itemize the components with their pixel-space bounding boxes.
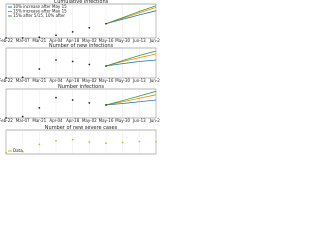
x-tick-label: Mar-21 bbox=[32, 78, 46, 83]
data-point bbox=[21, 76, 24, 79]
data-point bbox=[155, 141, 157, 143]
x-tick-label: Jun-13 bbox=[132, 118, 146, 123]
x-tick-label: Mar-07 bbox=[16, 38, 30, 43]
x-tick-label: May-02 bbox=[82, 78, 97, 83]
data-point bbox=[88, 102, 91, 104]
data-point bbox=[55, 59, 57, 61]
series-line bbox=[105, 94, 157, 106]
series-line bbox=[105, 53, 157, 67]
x-tick-label: May-30 bbox=[115, 118, 130, 123]
x-tick-label: Jun-13 bbox=[132, 38, 146, 43]
x-tick-label: Apr-18 bbox=[66, 78, 80, 83]
plot-frame bbox=[5, 47, 157, 79]
x-tick-label: Jun-13 bbox=[132, 78, 146, 83]
series-line bbox=[105, 10, 157, 25]
data-point bbox=[105, 65, 107, 67]
x-tick-label: Apr-18 bbox=[66, 38, 80, 43]
x-tick-label: May-30 bbox=[115, 38, 130, 43]
data-point bbox=[71, 99, 74, 101]
data-point bbox=[38, 106, 41, 109]
x-tick-label: May-30 bbox=[115, 78, 130, 83]
series-line bbox=[105, 90, 157, 106]
data-point bbox=[105, 142, 107, 145]
data-point bbox=[88, 26, 91, 29]
data-point bbox=[21, 115, 24, 118]
x-tick-label: Feb-22 bbox=[0, 38, 13, 43]
x-tick-label: Jun-27 bbox=[149, 118, 160, 123]
x-tick-label: Feb-22 bbox=[0, 118, 13, 123]
x-tick-label: May-16 bbox=[99, 38, 114, 43]
data-point bbox=[71, 30, 74, 33]
plot-frame bbox=[5, 129, 157, 155]
data-point bbox=[5, 77, 7, 79]
x-tick-label: Apr-04 bbox=[49, 38, 63, 43]
x-tick-label: May-16 bbox=[99, 78, 114, 83]
data-point bbox=[71, 60, 74, 63]
data-point bbox=[5, 151, 7, 154]
data-point bbox=[21, 37, 24, 39]
chart-title: Number of new infections bbox=[49, 43, 114, 49]
x-tick-label: Jun-27 bbox=[149, 78, 160, 83]
legend-label: 10% increase after May 15 bbox=[13, 4, 67, 9]
chart-title: Number of new severe cases bbox=[45, 125, 118, 131]
data-point bbox=[121, 141, 124, 144]
x-tick-label: Apr-18 bbox=[66, 118, 80, 123]
data-point bbox=[105, 22, 107, 25]
page: {"chart_data": [ {"type": "line", "title… bbox=[0, 0, 163, 160]
data-point bbox=[21, 150, 24, 153]
data-point bbox=[71, 138, 74, 141]
x-tick-label: Apr-04 bbox=[49, 78, 63, 83]
series-line bbox=[105, 59, 157, 67]
data-point bbox=[55, 139, 57, 142]
data-point bbox=[38, 143, 41, 146]
data-point bbox=[55, 96, 57, 99]
series-line bbox=[105, 50, 157, 67]
x-tick-label: Apr-04 bbox=[49, 118, 63, 123]
x-tick-label: May-02 bbox=[82, 118, 97, 123]
legend-label: Data bbox=[13, 148, 23, 153]
x-tick-label: Mar-21 bbox=[32, 118, 46, 123]
chart-title: Number infections bbox=[58, 84, 104, 90]
data-point bbox=[105, 104, 107, 106]
x-tick-label: May-02 bbox=[82, 38, 97, 43]
data-point bbox=[5, 117, 7, 119]
legend-label: 15% increase after May 15 bbox=[13, 9, 67, 14]
plot-frame bbox=[5, 88, 157, 119]
data-point bbox=[38, 36, 41, 39]
x-tick-label: Jun-27 bbox=[149, 38, 160, 43]
chart-title: Cumulative infections bbox=[54, 0, 109, 5]
x-tick-label: Mar-21 bbox=[32, 38, 46, 43]
x-tick-label: May-16 bbox=[99, 118, 114, 123]
series-line bbox=[105, 5, 157, 25]
series-line bbox=[105, 99, 157, 106]
x-tick-label: Mar-07 bbox=[16, 118, 30, 123]
legend-label: 15% after 5/15, 10% after bbox=[13, 13, 65, 18]
x-tick-label: Mar-07 bbox=[16, 78, 30, 83]
data-point bbox=[5, 37, 7, 39]
data-point bbox=[55, 34, 57, 37]
data-point bbox=[38, 68, 41, 70]
data-point bbox=[88, 141, 91, 143]
data-point bbox=[138, 140, 141, 143]
x-tick-label: Feb-22 bbox=[0, 78, 13, 83]
data-point bbox=[88, 63, 91, 66]
